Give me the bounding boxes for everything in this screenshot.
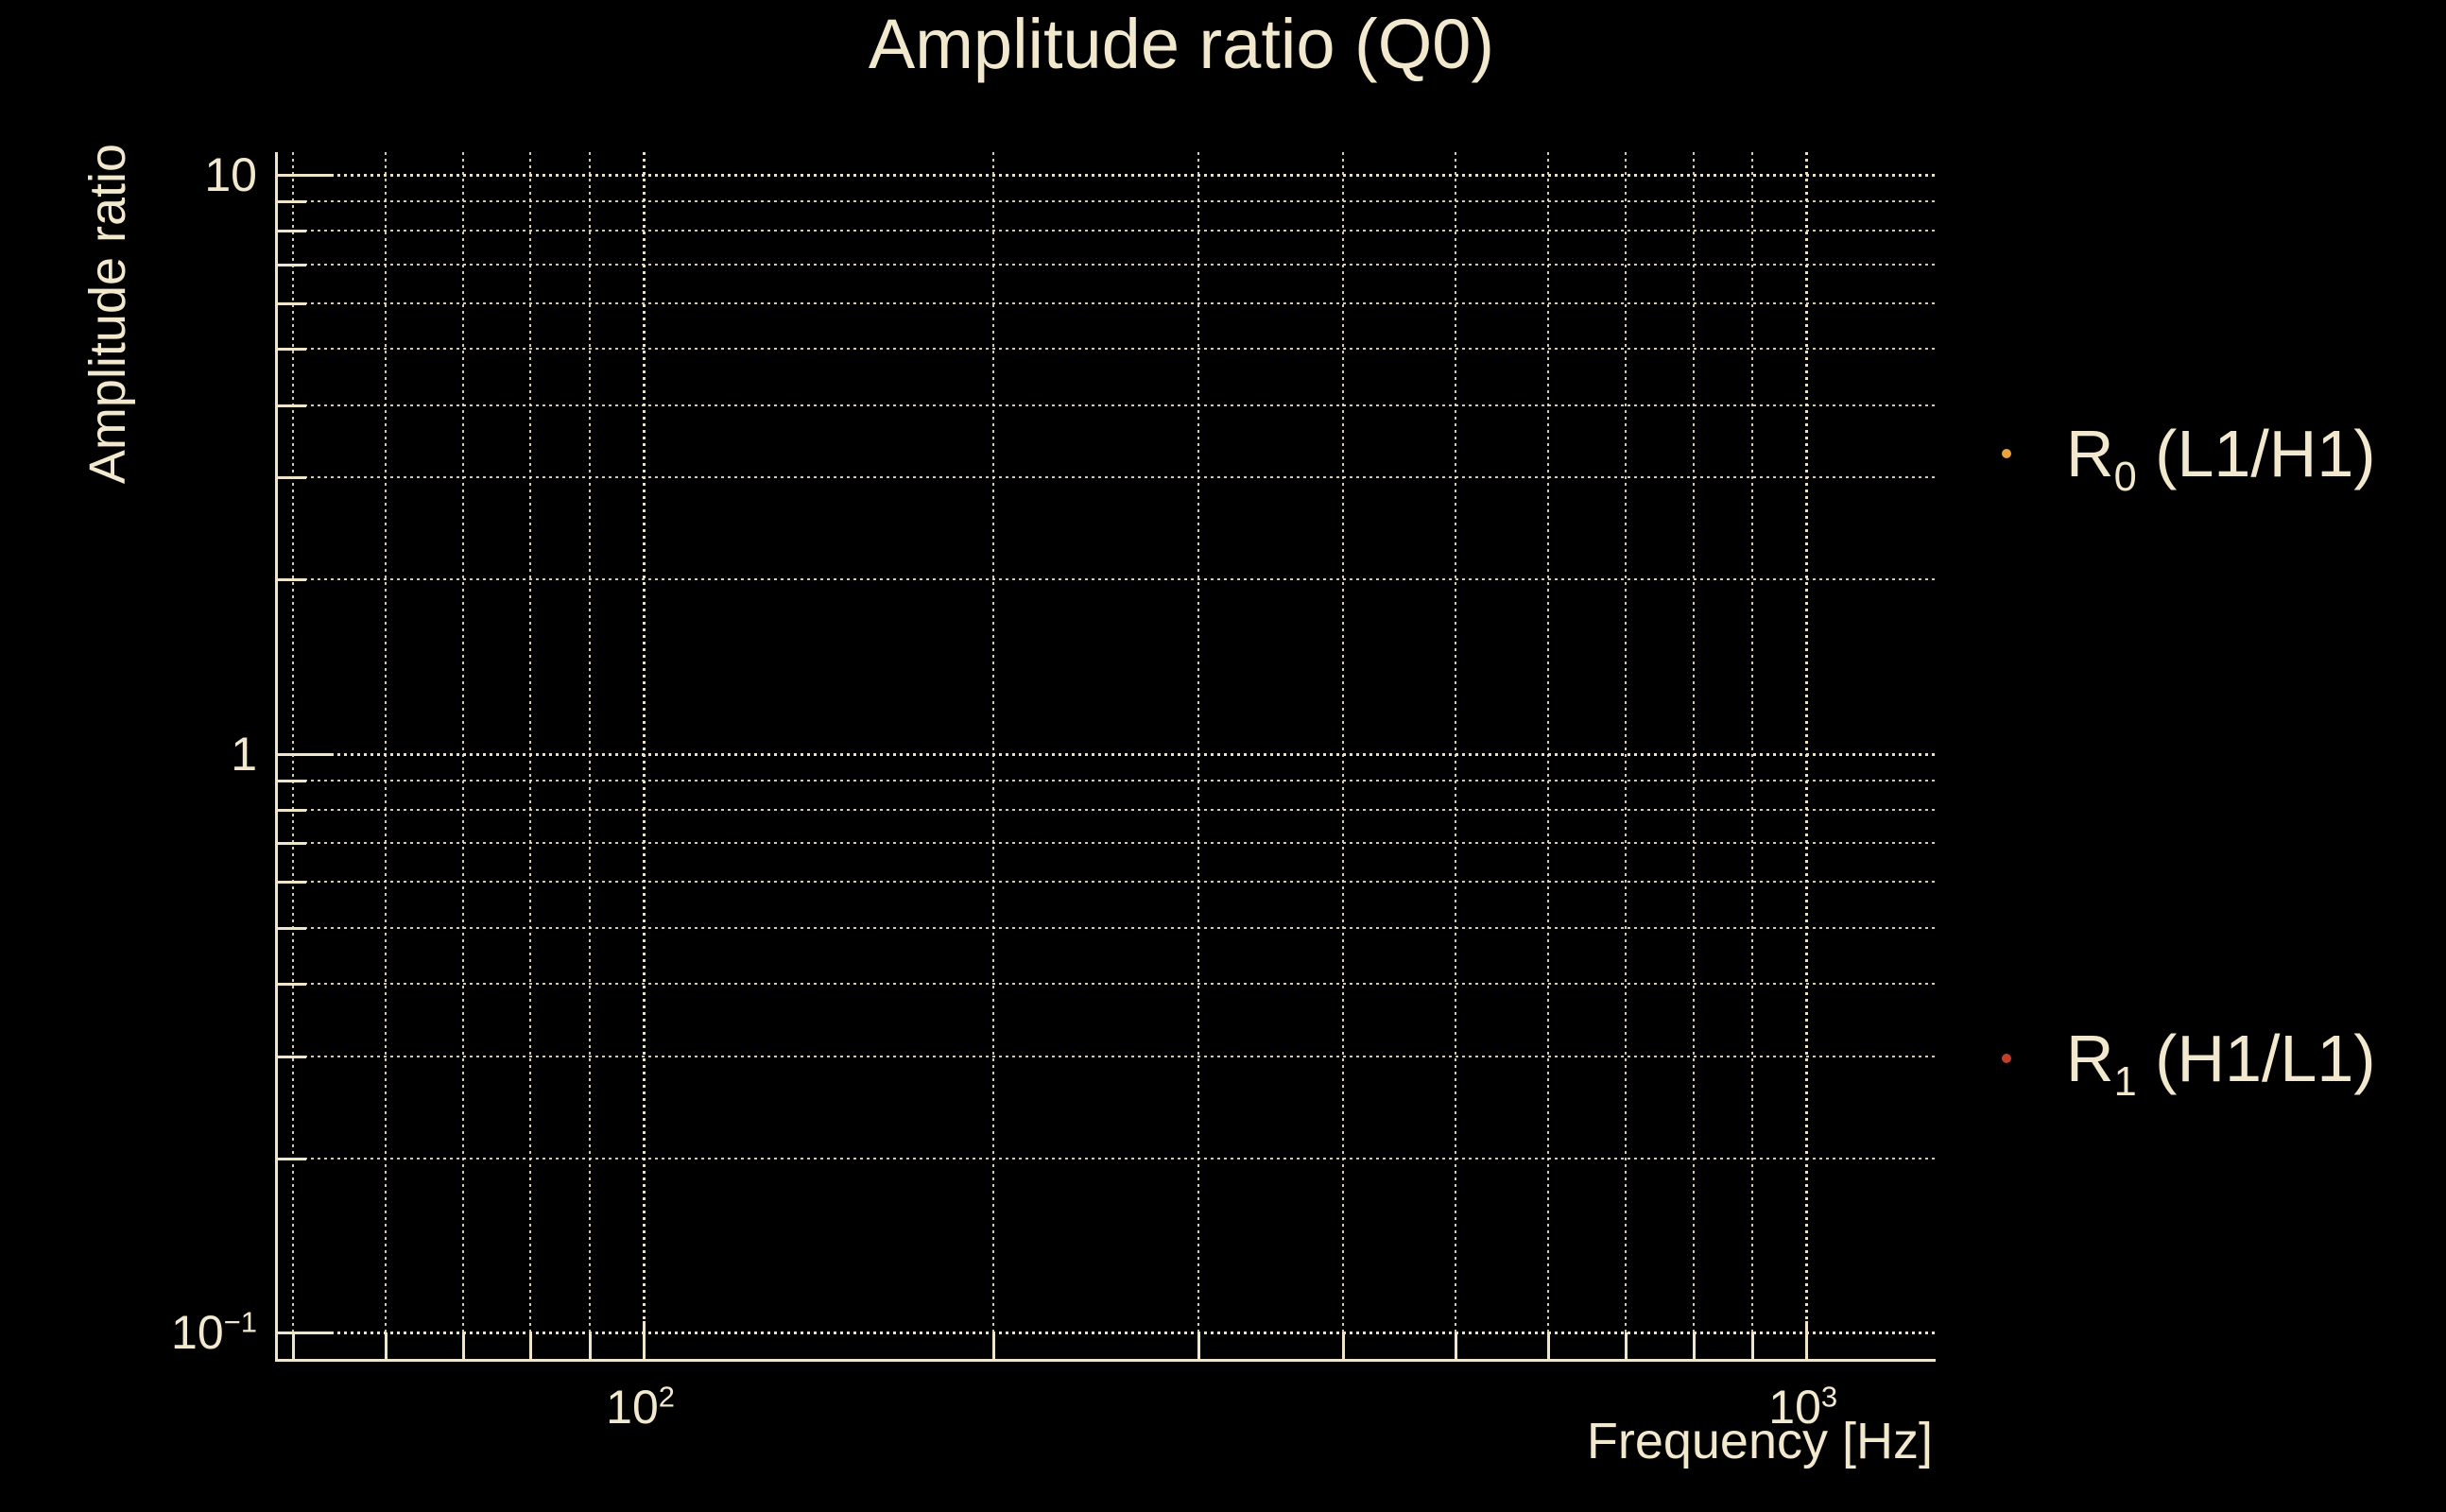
gridline-y-0.2 bbox=[278, 1157, 1936, 1160]
x-tick-50 bbox=[292, 1332, 296, 1359]
gridline-y-0.9 bbox=[278, 779, 1936, 782]
gridline-x-300 bbox=[1197, 152, 1199, 1359]
x-tick-200 bbox=[991, 1332, 995, 1359]
y-axis-label: Amplitude ratio bbox=[79, 143, 136, 485]
y-tick-8 bbox=[278, 230, 306, 233]
legend-entry-r0: R0 (L1/H1) bbox=[2002, 417, 2376, 500]
gridline-y-0.6 bbox=[278, 881, 1936, 884]
x-tick-300 bbox=[1197, 1332, 1200, 1359]
gridline-y-0.1 bbox=[278, 1331, 1936, 1334]
gridline-x-400 bbox=[1342, 152, 1345, 1359]
gridline-y-3 bbox=[278, 476, 1936, 479]
gridline-x-900 bbox=[1751, 152, 1754, 1359]
y-tick-4 bbox=[278, 404, 306, 407]
y-tick-2 bbox=[278, 578, 306, 582]
y-tick-0.9 bbox=[278, 779, 306, 782]
legend-label-r0: R0 (L1/H1) bbox=[2066, 417, 2376, 500]
x-tick-800 bbox=[1692, 1332, 1696, 1359]
gridline-x-1000 bbox=[1804, 152, 1808, 1359]
y-tick-9 bbox=[278, 200, 306, 204]
y-tick-0.8 bbox=[278, 808, 306, 812]
x-tick-80 bbox=[529, 1332, 533, 1359]
y-tick-label-1: 1 bbox=[231, 727, 257, 781]
y-tick-0.1 bbox=[278, 1331, 333, 1334]
x-tick-60 bbox=[384, 1332, 388, 1359]
y-tick-0.3 bbox=[278, 1055, 306, 1058]
plot-area bbox=[275, 152, 1936, 1362]
x-tick-label-100: 102 bbox=[606, 1380, 676, 1434]
x-tick-1000 bbox=[1804, 1321, 1808, 1359]
y-tick-3 bbox=[278, 476, 306, 480]
gridline-y-4 bbox=[278, 404, 1936, 406]
gridline-x-800 bbox=[1692, 152, 1695, 1359]
gridline-x-100 bbox=[642, 152, 646, 1359]
gridline-x-200 bbox=[991, 152, 994, 1359]
gridline-y-8 bbox=[278, 230, 1936, 232]
gridline-y-5 bbox=[278, 348, 1936, 351]
gridline-y-0.4 bbox=[278, 983, 1936, 986]
dot-icon bbox=[2002, 1054, 2011, 1063]
x-tick-900 bbox=[1751, 1332, 1755, 1359]
y-tick-7 bbox=[278, 264, 306, 266]
gridline-y-1 bbox=[278, 752, 1936, 756]
y-tick-5 bbox=[278, 348, 306, 352]
legend-entry-r1: R1 (H1/L1) bbox=[2002, 1022, 2376, 1105]
gridline-x-600 bbox=[1546, 152, 1549, 1359]
x-tick-70 bbox=[462, 1332, 466, 1359]
gridline-y-10 bbox=[278, 174, 1936, 178]
x-axis-label: Frequency [Hz] bbox=[1586, 1413, 1933, 1469]
gridline-y-2 bbox=[278, 578, 1936, 581]
gridline-x-70 bbox=[462, 152, 465, 1359]
gridline-y-0.5 bbox=[278, 926, 1936, 929]
x-tick-600 bbox=[1546, 1332, 1550, 1359]
y-tick-0.6 bbox=[278, 881, 306, 885]
gridline-y-9 bbox=[278, 200, 1936, 203]
y-tick-0.7 bbox=[278, 842, 306, 846]
gridline-y-0.8 bbox=[278, 808, 1936, 811]
gridline-x-700 bbox=[1625, 152, 1628, 1359]
chart-title: Amplitude ratio (Q0) bbox=[868, 5, 1495, 83]
y-tick-0.5 bbox=[278, 926, 306, 930]
dot-icon bbox=[2002, 449, 2011, 458]
gridline-y-6 bbox=[278, 302, 1936, 304]
gridline-y-7 bbox=[278, 264, 1936, 266]
x-tick-400 bbox=[1342, 1332, 1346, 1359]
gridline-x-60 bbox=[384, 152, 387, 1359]
x-tick-100 bbox=[642, 1321, 646, 1359]
y-tick-6 bbox=[278, 302, 306, 305]
x-tick-90 bbox=[589, 1332, 593, 1359]
gridline-y-0.3 bbox=[278, 1055, 1936, 1057]
x-tick-label-1000: 103 bbox=[1768, 1380, 1838, 1434]
gridline-x-500 bbox=[1455, 152, 1457, 1359]
y-tick-0.2 bbox=[278, 1157, 306, 1160]
y-tick-label-0.1: 10−1 bbox=[171, 1305, 257, 1359]
y-tick-10 bbox=[278, 174, 333, 178]
gridline-x-80 bbox=[529, 152, 532, 1359]
legend-label-r1: R1 (H1/L1) bbox=[2066, 1022, 2376, 1105]
y-tick-label-10: 10 bbox=[204, 148, 257, 202]
x-tick-700 bbox=[1625, 1332, 1628, 1359]
gridline-x-90 bbox=[589, 152, 592, 1359]
x-tick-500 bbox=[1455, 1332, 1458, 1359]
gridline-y-0.7 bbox=[278, 842, 1936, 845]
y-tick-0.4 bbox=[278, 983, 306, 987]
y-tick-1 bbox=[278, 752, 333, 756]
